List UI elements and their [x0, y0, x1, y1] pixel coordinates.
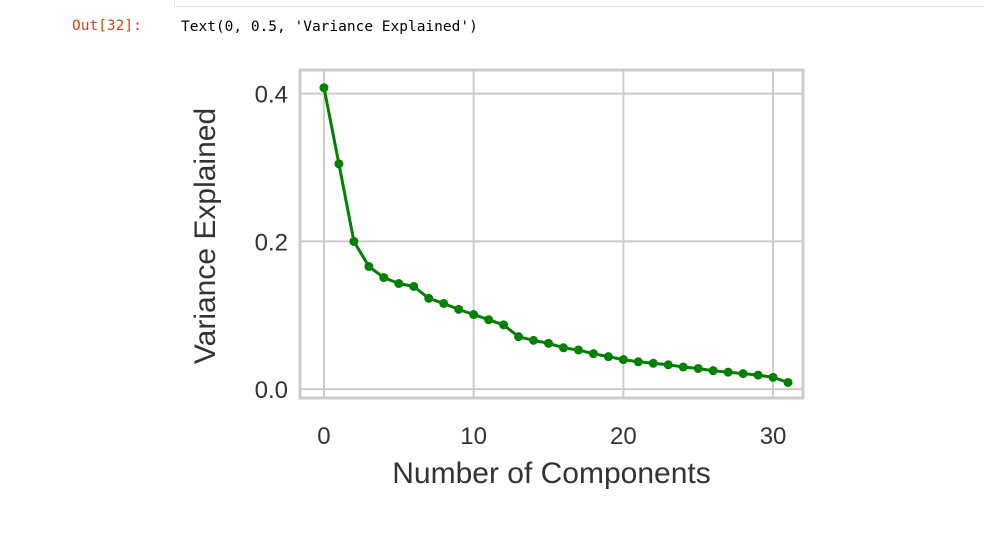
output-prompt: Out[32]:	[72, 18, 142, 34]
data-point	[409, 281, 419, 291]
plot-frame	[298, 68, 805, 400]
data-point	[544, 338, 554, 348]
data-point	[558, 343, 568, 353]
data-point	[603, 352, 613, 362]
x-tick-label: 30	[760, 423, 787, 450]
data-point	[633, 357, 643, 367]
y-axis-label: Variance Explained	[189, 108, 222, 364]
series-line	[322, 87, 789, 384]
x-axis-label: Number of Components	[392, 457, 711, 490]
data-point	[499, 320, 509, 330]
data-point	[648, 358, 658, 368]
x-tick-label: 20	[610, 423, 637, 450]
series-points	[319, 83, 793, 387]
data-point	[588, 349, 598, 359]
data-point	[708, 366, 718, 376]
y-tick-label: 0.2	[255, 229, 288, 256]
data-point	[573, 345, 583, 355]
x-tick-labels: 0 10 20 30	[317, 423, 786, 450]
cell-top-border	[174, 0, 984, 7]
x-tick-label: 10	[460, 423, 487, 450]
data-point	[768, 372, 778, 382]
data-point	[514, 332, 524, 342]
data-point	[319, 83, 329, 93]
data-point	[783, 377, 793, 387]
data-point	[693, 363, 703, 373]
data-point	[678, 362, 688, 372]
y-tick-label: 0.0	[255, 377, 288, 404]
data-point	[379, 273, 389, 283]
data-point	[364, 262, 374, 272]
data-point	[484, 315, 494, 325]
chart-grid	[300, 70, 803, 398]
data-point	[424, 293, 434, 303]
data-point	[529, 335, 539, 345]
y-tick-label: 0.4	[255, 82, 288, 109]
y-tick-labels: 0.0 0.2 0.4	[255, 82, 288, 404]
data-point	[454, 304, 464, 314]
data-point	[618, 355, 628, 365]
data-point	[469, 310, 479, 320]
output-text: Text(0, 0.5, 'Variance Explained')	[181, 19, 478, 35]
data-point	[753, 370, 763, 380]
data-point	[663, 360, 673, 370]
data-point	[723, 367, 733, 377]
data-point	[334, 159, 344, 169]
data-point	[394, 278, 404, 288]
data-point	[349, 236, 359, 246]
data-point	[439, 298, 449, 308]
x-tick-label: 0	[317, 423, 330, 450]
data-point	[738, 369, 748, 379]
